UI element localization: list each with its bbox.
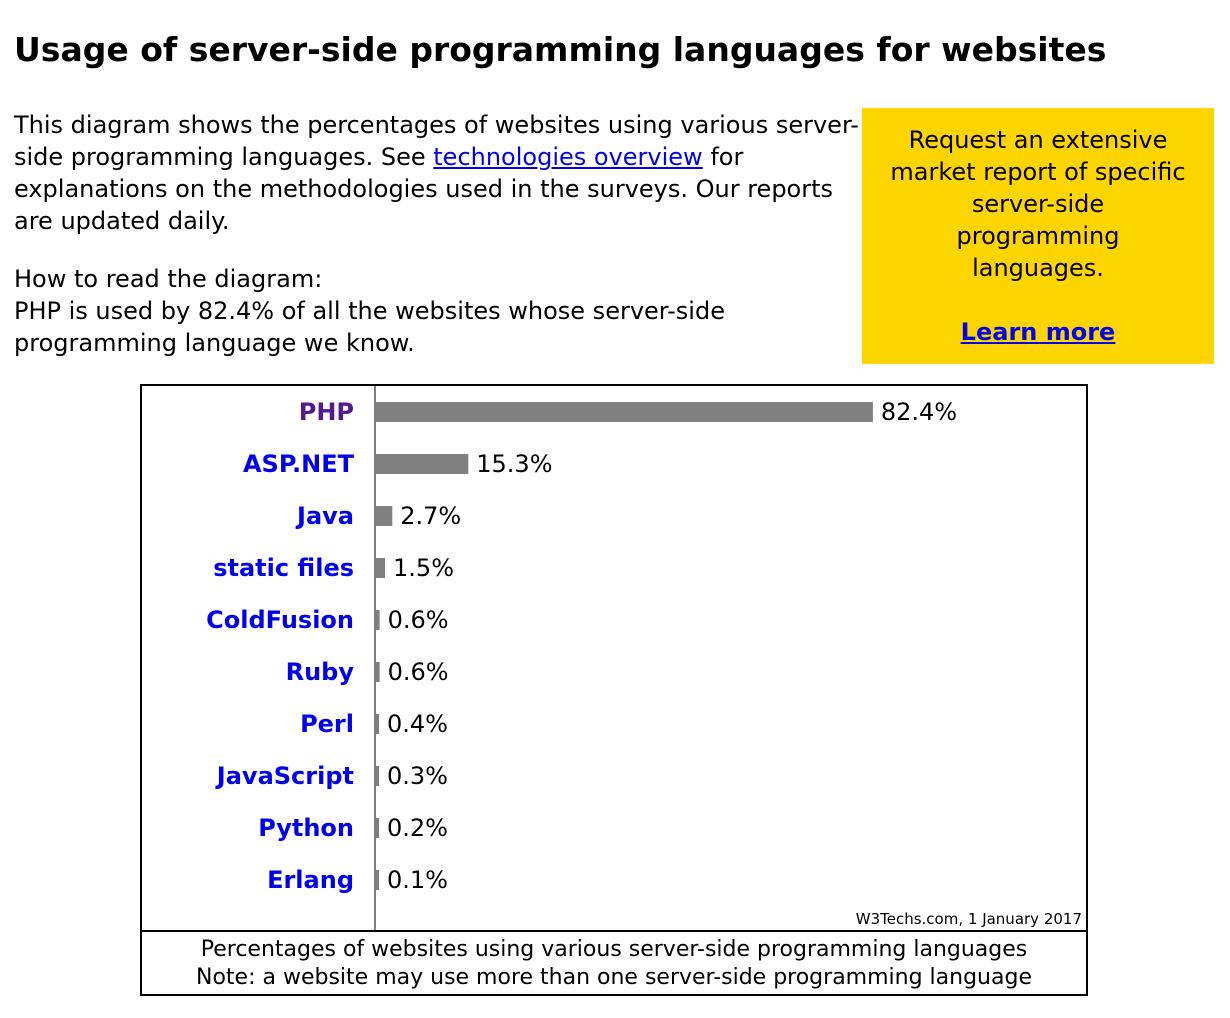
bar: [376, 870, 379, 890]
bar: [376, 818, 379, 838]
intro-text-continued: for explanations on the methodologies us…: [14, 143, 834, 235]
category-label[interactable]: Java: [295, 502, 354, 530]
promo-text: Request an extensive market report of sp…: [890, 126, 1186, 282]
category-label[interactable]: JavaScript: [215, 762, 354, 790]
category-label[interactable]: Erlang: [267, 866, 354, 894]
chart-caption: Percentages of websites using various se…: [142, 930, 1086, 994]
value-label: 0.3%: [387, 762, 448, 790]
intro-section: This diagram shows the percentages of we…: [14, 109, 864, 359]
chart-caption-line1: Percentages of websites using various se…: [200, 937, 1028, 962]
bar: [376, 558, 386, 578]
bar: [376, 662, 380, 682]
value-label: 0.6%: [388, 658, 449, 686]
bar: [376, 454, 469, 474]
category-label[interactable]: PHP: [299, 398, 354, 426]
source-credit: W3Techs.com, 1 January 2017: [856, 910, 1082, 928]
how-to-read-paragraph: How to read the diagram: PHP is used by 8…: [14, 263, 864, 359]
technologies-overview-link[interactable]: technologies overview: [433, 143, 703, 171]
bar: [376, 766, 379, 786]
market-report-promo: Request an extensive market report of sp…: [862, 108, 1214, 364]
bar-chart: PHP 82.4% ASP.NET 15.3% Java 2.7% static files…: [206, 386, 1082, 930]
category-label[interactable]: Ruby: [286, 658, 355, 686]
value-label: 0.2%: [387, 814, 448, 842]
bar: [376, 506, 393, 526]
category-label[interactable]: ASP.NET: [243, 450, 355, 478]
page-title: Usage of server-side programming languag…: [14, 30, 1107, 69]
bar: [376, 714, 379, 734]
category-label[interactable]: static files: [213, 554, 354, 582]
bar: [376, 402, 873, 422]
bar: [376, 610, 380, 630]
value-label: 0.1%: [387, 866, 448, 894]
value-label: 82.4%: [881, 398, 957, 426]
learn-more-link[interactable]: Learn more: [960, 318, 1116, 346]
chart-container: PHP 82.4% ASP.NET 15.3% Java 2.7% static files…: [140, 384, 1088, 996]
value-label: 0.6%: [388, 606, 449, 634]
how-to-heading: How to read the diagram:: [14, 265, 323, 293]
category-label[interactable]: ColdFusion: [206, 606, 354, 634]
value-label: 15.3%: [476, 450, 552, 478]
value-label: 1.5%: [393, 554, 454, 582]
category-label[interactable]: Perl: [300, 710, 354, 738]
value-label: 0.4%: [387, 710, 448, 738]
value-label: 2.7%: [400, 502, 461, 530]
intro-paragraph: This diagram shows the percentages of we…: [14, 109, 864, 237]
how-to-text: PHP is used by 82.4% of all the websites…: [14, 297, 725, 357]
category-label[interactable]: Python: [258, 814, 354, 842]
intro-text: This diagram shows the percentages of we…: [14, 111, 859, 171]
chart-caption-line2: Note: a website may use more than one se…: [196, 965, 1032, 990]
